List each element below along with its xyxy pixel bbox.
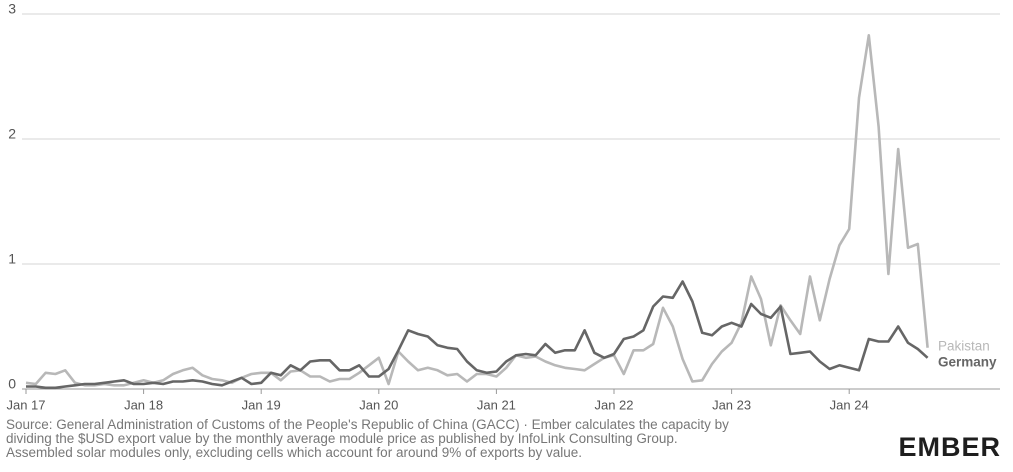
x-tick-label: Jan 17 (6, 397, 45, 412)
y-tick-label: 3 (8, 1, 16, 17)
legend-label: Pakistan (938, 339, 990, 354)
y-tick-label: 0 (8, 376, 16, 392)
logo: EMBER (898, 432, 1001, 462)
y-tick-label: 1 (8, 251, 16, 267)
x-tick-label: Jan 24 (830, 397, 869, 412)
x-tick-label: Jan 23 (712, 397, 751, 412)
source-line: Source: General Administration of Custom… (6, 417, 729, 432)
x-tick-label: Jan 18 (124, 397, 163, 412)
y-tick-label: 2 (8, 126, 16, 142)
source-note: Source: General Administration of Custom… (6, 418, 866, 460)
source-line: Assembled solar modules only, excluding … (6, 445, 583, 460)
chart: 0 1 2 3 Jan 17 Jan 18 Jan 19 Jan 20 Jan 21 Jan 22… (6, 1, 1000, 412)
x-tick-label: Jan 22 (594, 397, 633, 412)
legend-label: Germany (938, 355, 997, 370)
series-line (25, 34, 929, 387)
x-tick-label: Jan 19 (242, 397, 281, 412)
series-line (26, 280, 929, 390)
source-line: dividing the $USD export value by the mo… (6, 431, 678, 446)
x-tick-label: Jan 21 (477, 397, 516, 412)
x-tick-label: Jan 20 (359, 397, 398, 412)
